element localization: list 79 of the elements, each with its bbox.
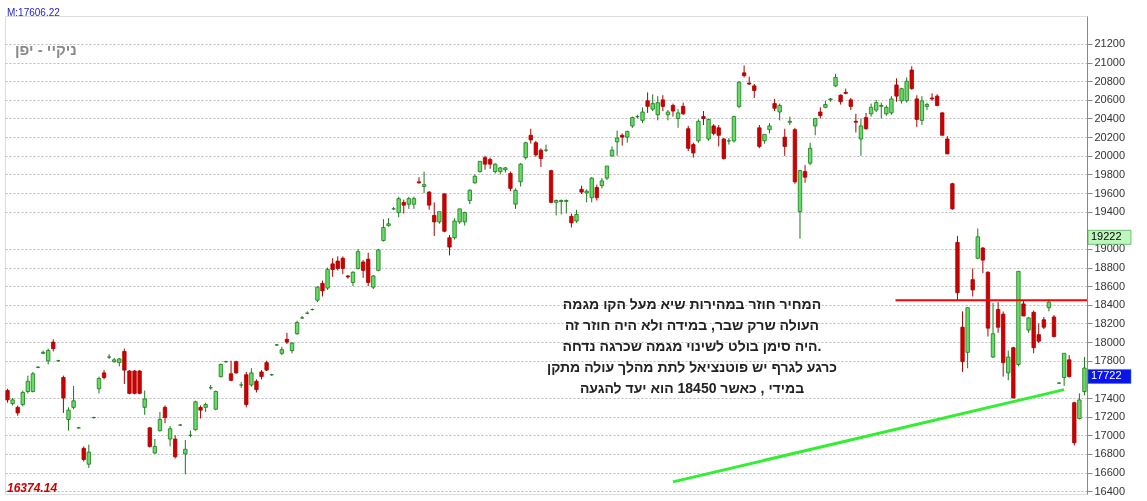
candlestick	[508, 171, 513, 192]
candlestick	[421, 171, 427, 194]
candlestick	[1006, 350, 1011, 381]
candlestick	[675, 108, 681, 129]
candlestick	[1077, 392, 1082, 420]
y-tick-label: 16600	[1094, 466, 1126, 479]
y-tick-label: 20800	[1094, 74, 1126, 87]
y-tick-label: 17400	[1094, 391, 1126, 404]
y-tick-label: 18800	[1094, 261, 1126, 274]
y-tick-label: 16800	[1094, 447, 1126, 460]
y-tick-label: 16400	[1094, 484, 1126, 497]
candlestick	[66, 406, 71, 432]
candlestick	[447, 234, 452, 256]
candlestick	[325, 267, 330, 291]
candlestick	[802, 164, 808, 184]
candlestick	[980, 246, 985, 274]
candlestick	[665, 109, 671, 121]
y-tick-label: 19600	[1094, 186, 1126, 199]
candlestick	[614, 130, 620, 157]
candlestick	[518, 162, 523, 188]
y-tick-label: 17200	[1094, 410, 1126, 423]
candlestick	[919, 95, 925, 126]
candlestick	[107, 353, 112, 360]
candlestick	[416, 176, 422, 185]
y-tick-label: 19000	[1094, 242, 1126, 255]
candlestick	[183, 439, 188, 475]
candlestick	[61, 375, 66, 414]
candlestick	[757, 124, 762, 149]
candlestick	[284, 332, 290, 345]
text: 19222	[1091, 230, 1122, 243]
y-tick-label: 21200	[1094, 37, 1126, 50]
candlestick	[142, 390, 147, 416]
y-tick-label: 20400	[1094, 112, 1126, 124]
candlestick	[427, 190, 432, 211]
y-tick-label: 17000	[1094, 428, 1126, 441]
candlestick	[396, 196, 401, 218]
candlestick	[249, 367, 254, 388]
annotation: 16374.14	[7, 481, 58, 495]
y-tick-label: 20000	[1094, 149, 1126, 162]
y-tick-label: 18400	[1094, 298, 1126, 311]
candlestick	[975, 227, 980, 260]
candlestick	[86, 444, 91, 469]
candlestick	[706, 118, 711, 142]
candlestick	[71, 385, 76, 410]
text: ניקיי - יפן	[15, 41, 77, 58]
y-tick-label: 17800	[1094, 354, 1126, 367]
candlestick	[157, 411, 163, 433]
text: 17722	[1091, 369, 1122, 382]
candlestick	[1082, 356, 1087, 396]
candlestick	[741, 64, 747, 78]
y-tick-label: 18600	[1094, 279, 1126, 292]
annotation: M:17606.22	[7, 7, 61, 18]
candlestick	[808, 142, 813, 166]
candlestick	[1067, 354, 1072, 379]
candlestick	[853, 113, 858, 133]
candlestick	[487, 157, 493, 170]
candlestick	[670, 103, 676, 118]
candlestick	[990, 302, 996, 359]
y-tick-label: 20200	[1094, 130, 1126, 143]
y-tick-label: 18200	[1094, 316, 1126, 329]
candlestick	[167, 425, 173, 447]
y-tick-label: 19800	[1094, 167, 1126, 180]
y-tick-label: 19400	[1094, 205, 1126, 218]
candlestick	[894, 77, 899, 103]
candlestick	[970, 268, 975, 297]
candlestick	[909, 65, 914, 91]
candlestick	[782, 128, 787, 157]
candlestick	[696, 118, 701, 144]
y-tick-label: 20600	[1094, 93, 1126, 106]
y-tick-label: 18000	[1094, 335, 1126, 348]
candlestick	[173, 434, 178, 460]
candlestick	[513, 187, 518, 210]
candlestick	[645, 91, 650, 114]
annotation: המחיר חוזר במהירות שיא מעל הקו מגמה העולה שרק שבר, במידה ולא היה חוזר זה היה סימן בולט לשינוי מגמה שכרגה נדחה. כרגע לגרף יש פוטנציאל לתת מהלך עולה מתקן במידי , כאשר 18450 הוא יעד להגעה	[546, 296, 838, 396]
candlestick	[858, 118, 864, 157]
candlestick	[432, 201, 437, 237]
y-tick-label: 21000	[1094, 56, 1126, 69]
candlestick	[152, 438, 157, 455]
candlestick	[914, 94, 919, 128]
